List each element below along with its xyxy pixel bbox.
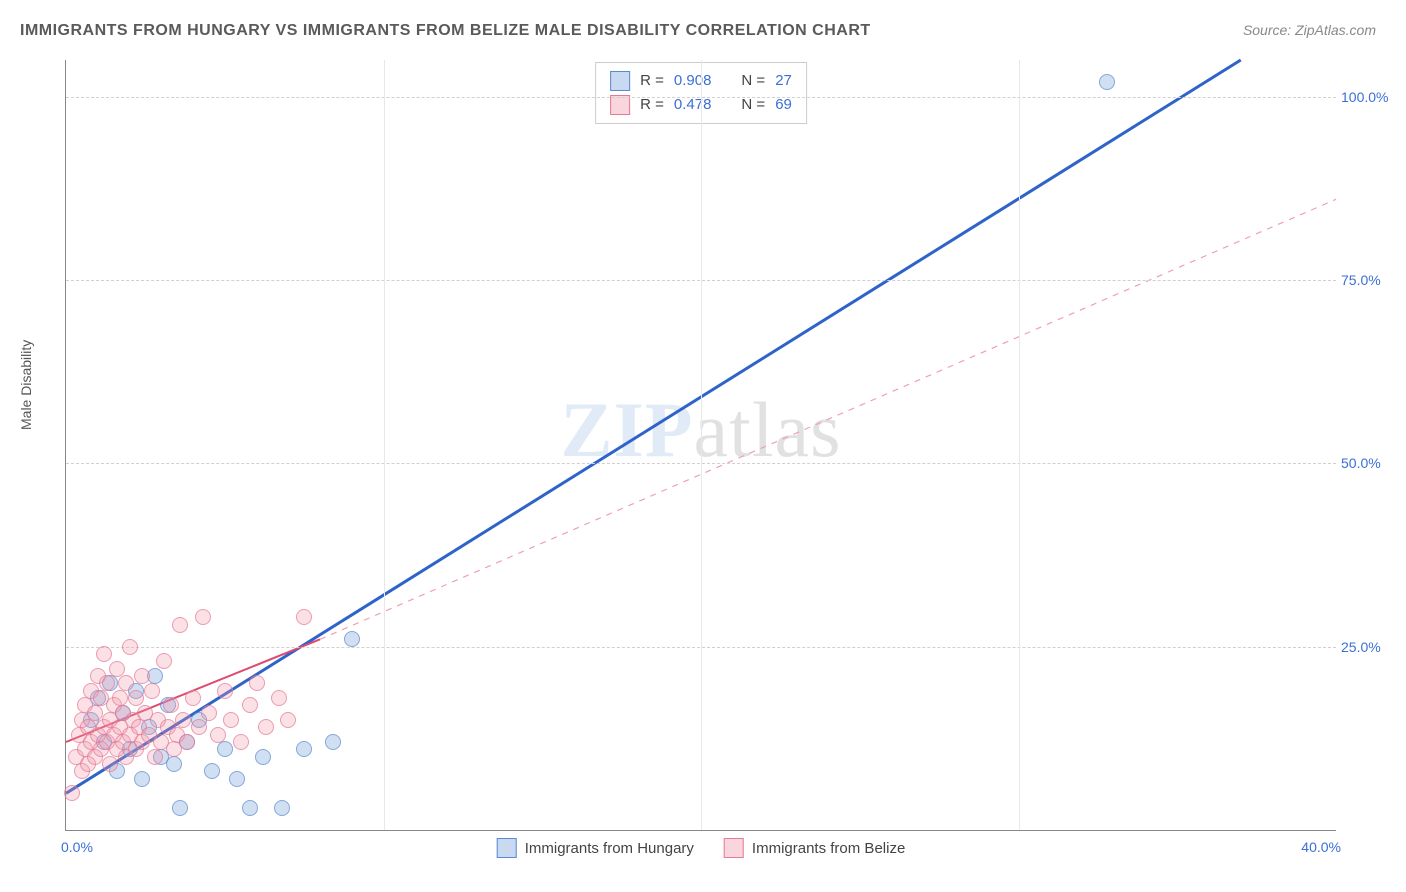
data-point: [1099, 74, 1115, 90]
data-point: [191, 719, 207, 735]
data-point: [217, 683, 233, 699]
legend-swatch: [610, 71, 630, 91]
source-credit: Source: ZipAtlas.com: [1243, 22, 1376, 38]
data-point: [325, 734, 341, 750]
data-point: [172, 800, 188, 816]
n-label: N =: [741, 69, 765, 93]
data-point: [344, 631, 360, 647]
data-point: [134, 668, 150, 684]
data-point: [195, 609, 211, 625]
data-point: [64, 785, 80, 801]
x-tick-label: 40.0%: [1301, 839, 1341, 855]
data-point: [118, 675, 134, 691]
y-tick-label: 50.0%: [1341, 455, 1396, 471]
gridline-v: [701, 60, 702, 830]
data-point: [242, 800, 258, 816]
data-point: [233, 734, 249, 750]
data-point: [255, 749, 271, 765]
data-point: [274, 800, 290, 816]
legend-label: Immigrants from Belize: [752, 840, 905, 857]
data-point: [112, 690, 128, 706]
data-point: [144, 683, 160, 699]
data-point: [217, 741, 233, 757]
data-point: [296, 609, 312, 625]
y-tick-label: 75.0%: [1341, 272, 1396, 288]
data-point: [280, 712, 296, 728]
data-point: [229, 771, 245, 787]
data-point: [87, 705, 103, 721]
series-legend: Immigrants from Hungary Immigrants from B…: [497, 838, 906, 858]
y-axis-label: Male Disability: [18, 340, 34, 430]
data-point: [201, 705, 217, 721]
x-tick-label: 0.0%: [61, 839, 93, 855]
data-point: [99, 675, 115, 691]
chart-title: IMMIGRANTS FROM HUNGARY VS IMMIGRANTS FR…: [20, 22, 871, 40]
data-point: [172, 617, 188, 633]
n-value: 27: [775, 69, 792, 93]
legend-swatch: [610, 95, 630, 115]
data-point: [134, 771, 150, 787]
data-point: [175, 712, 191, 728]
data-point: [296, 741, 312, 757]
r-value: 0.908: [674, 69, 712, 93]
data-point: [102, 756, 118, 772]
data-point: [204, 763, 220, 779]
data-point: [258, 719, 274, 735]
data-point: [163, 697, 179, 713]
legend-label: Immigrants from Hungary: [525, 840, 694, 857]
data-point: [96, 646, 112, 662]
gridline-v: [1019, 60, 1020, 830]
data-point: [147, 749, 163, 765]
trend-line: [320, 199, 1336, 639]
data-point: [185, 690, 201, 706]
legend-swatch: [724, 838, 744, 858]
data-point: [179, 734, 195, 750]
data-point: [128, 690, 144, 706]
gridline-v: [384, 60, 385, 830]
trend-line: [66, 60, 1241, 793]
data-point: [122, 639, 138, 655]
y-tick-label: 100.0%: [1341, 89, 1396, 105]
data-point: [223, 712, 239, 728]
r-label: R =: [640, 69, 664, 93]
legend-item: Immigrants from Hungary: [497, 838, 694, 858]
data-point: [166, 756, 182, 772]
chart-plot-area: ZIPatlas R =0.908N =27R =0.478N =69 Immi…: [65, 60, 1336, 831]
data-point: [242, 697, 258, 713]
legend-swatch: [497, 838, 517, 858]
legend-item: Immigrants from Belize: [724, 838, 905, 858]
data-point: [156, 653, 172, 669]
data-point: [271, 690, 287, 706]
data-point: [249, 675, 265, 691]
data-point: [210, 727, 226, 743]
y-tick-label: 25.0%: [1341, 639, 1396, 655]
data-point: [109, 661, 125, 677]
